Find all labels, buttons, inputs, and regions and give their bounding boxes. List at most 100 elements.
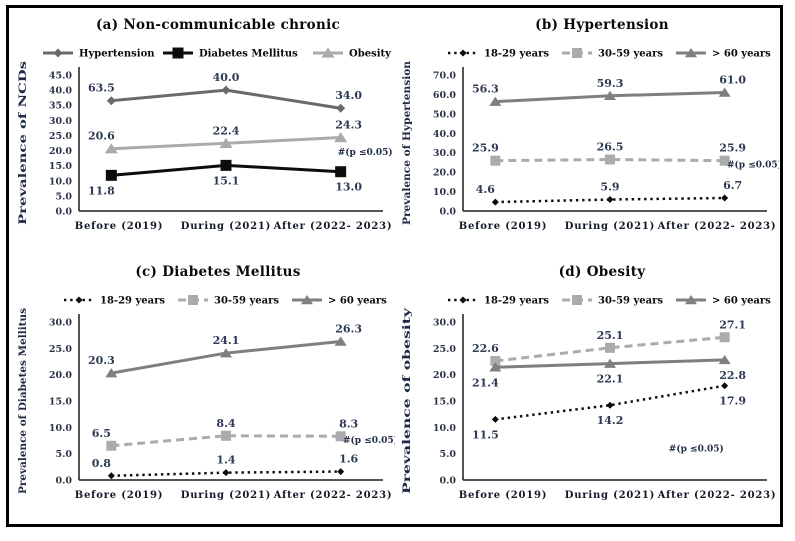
svg-text:15.0: 15.0 [433,397,457,408]
svg-text:#(p ≤0.05): #(p ≤0.05) [338,147,393,158]
svg-text:30.0: 30.0 [433,148,457,159]
svg-text:56.3: 56.3 [472,83,499,96]
svg-text:14.2: 14.2 [597,414,624,427]
svg-text:10.0: 10.0 [433,423,457,434]
panels-grid: (a) Non-communicable chronic 0.0 5.0 10.0 1… [9,8,780,523]
svg-text:During (2021): During (2021) [181,490,271,501]
svg-text:40.0: 40.0 [213,71,240,84]
svg-text:30.0: 30.0 [49,116,73,127]
svg-text:0.8: 0.8 [92,457,111,470]
svg-text:25.9: 25.9 [472,142,499,155]
chart-canvas-c: 0.0 5.0 10.0 15.0 20.0 25.0 30.0 Prevalence of … [18,295,395,501]
svg-text:30-59 years: 30-59 years [214,296,279,307]
figure-frame: (a) Non-communicable chronic 0.0 5.0 10.0 1… [6,5,783,527]
svg-text:20.3: 20.3 [88,354,115,367]
svg-text:Prevalence of Diabetes Mellit: Prevalence of Diabetes Mellitus [18,308,29,494]
svg-text:25.9: 25.9 [719,142,746,155]
panel-title-d: (d) Obesity [558,264,646,280]
svg-text:During (2021): During (2021) [565,490,655,501]
svg-text:34.0: 34.0 [335,89,362,102]
svg-text:18-29 years: 18-29 years [100,296,165,307]
panel-title-c: (c) Diabetes Mellitus [135,264,301,280]
svg-text:#(p ≤0.05): #(p ≤0.05) [727,159,779,170]
svg-text:22.1: 22.1 [597,373,624,386]
svg-text:15.0: 15.0 [49,397,73,408]
panel-title-b: (b) Hypertension [535,17,669,33]
svg-text:24.3: 24.3 [335,119,362,132]
svg-text:Prevalence of Hypertension: Prevalence of Hypertension [402,60,413,225]
chart-canvas-a: 0.0 5.0 10.0 15.0 20.0 25.0 30.0 35.0 40.0 45.0 Pr… [18,47,393,232]
svg-text:6.7: 6.7 [723,179,742,192]
svg-text:11.8: 11.8 [88,184,115,197]
svg-text:13.0: 13.0 [335,181,362,194]
svg-text:5.0: 5.0 [55,191,72,202]
svg-text:0.0: 0.0 [55,476,72,487]
svg-text:24.1: 24.1 [213,334,240,347]
svg-text:17.9: 17.9 [719,395,746,408]
svg-text:20.6: 20.6 [88,130,115,143]
svg-text:25.1: 25.1 [597,329,624,342]
svg-text:20.0: 20.0 [49,146,73,157]
svg-text:8.4: 8.4 [216,417,235,430]
panel-d: (d) Obesity 0.0 5.0 10.0 15.0 20.0 25.0 30.0 Pr… [395,256,779,522]
svg-text:59.3: 59.3 [597,77,624,90]
svg-text:8.3: 8.3 [339,417,358,430]
svg-text:20.0: 20.0 [433,370,457,381]
svg-text:61.0: 61.0 [719,73,746,86]
panel-a: (a) Non-communicable chronic 0.0 5.0 10.0 1… [11,9,395,256]
svg-text:63.5: 63.5 [88,82,115,95]
svg-text:1.4: 1.4 [216,454,235,467]
svg-text:10.0: 10.0 [49,176,73,187]
svg-text:30-59 years: 30-59 years [598,296,663,307]
svg-text:30.0: 30.0 [49,318,73,329]
svg-text:60.0: 60.0 [433,90,457,101]
chart-canvas-d: 0.0 5.0 10.0 15.0 20.0 25.0 30.0 Prevalence of … [402,295,777,501]
svg-text:18-29 years: 18-29 years [484,296,549,307]
svg-text:11.5: 11.5 [472,428,499,441]
svg-text:Before (2019): Before (2019) [459,490,548,501]
svg-text:26.3: 26.3 [335,322,362,335]
svg-text:20.0: 20.0 [433,168,457,179]
svg-text:0.0: 0.0 [439,476,456,487]
svg-text:After (2022- 2023): After (2022- 2023) [273,221,393,232]
svg-text:#(p ≤0.05): #(p ≤0.05) [669,444,724,455]
svg-text:0.0: 0.0 [439,207,456,218]
svg-text:30-59 years: 30-59 years [598,49,663,60]
svg-text:26.5: 26.5 [597,141,624,154]
svg-text:21.4: 21.4 [472,376,499,389]
svg-text:10.0: 10.0 [433,187,457,198]
svg-text:15.0: 15.0 [49,161,73,172]
svg-text:Obesity: Obesity [349,49,392,60]
svg-text:After (2022- 2023): After (2022- 2023) [657,221,777,232]
svg-text:50.0: 50.0 [433,109,457,120]
svg-text:> 60 years: > 60 years [712,296,771,307]
svg-text:Hypertension: Hypertension [79,49,155,60]
svg-text:22.4: 22.4 [213,124,240,137]
svg-text:18-29 years: 18-29 years [484,49,549,60]
svg-text:After (2022- 2023): After (2022- 2023) [657,490,777,501]
svg-text:25.0: 25.0 [49,344,73,355]
svg-text:Prevalence of NCDs: Prevalence of NCDs [18,60,29,225]
svg-text:25.0: 25.0 [433,344,457,355]
svg-text:22.8: 22.8 [719,369,746,382]
svg-text:40.0: 40.0 [433,129,457,140]
svg-text:20.0: 20.0 [49,370,73,381]
svg-text:35.0: 35.0 [49,101,73,112]
svg-text:5.9: 5.9 [600,181,619,194]
svg-text:1.6: 1.6 [339,453,358,466]
svg-text:5.0: 5.0 [439,449,456,460]
svg-text:27.1: 27.1 [719,318,746,331]
svg-text:During (2021): During (2021) [181,221,271,232]
svg-text:6.5: 6.5 [92,427,111,440]
svg-text:5.0: 5.0 [55,449,72,460]
svg-text:4.6: 4.6 [476,183,495,196]
svg-text:Before (2019): Before (2019) [459,221,548,232]
svg-text:After (2022- 2023): After (2022- 2023) [273,490,393,501]
svg-text:25.0: 25.0 [49,131,73,142]
chart-canvas-b: 0.0 10.0 20.0 30.0 40.0 50.0 60.0 70.0 Prevalenc… [402,48,779,232]
svg-text:#(p ≤0.05): #(p ≤0.05) [343,435,395,446]
svg-text:0.0: 0.0 [55,207,72,218]
svg-text:During (2021): During (2021) [565,221,655,232]
svg-text:10.0: 10.0 [49,423,73,434]
panel-b: (b) Hypertension 0.0 10.0 20.0 30.0 40.0 50.0… [395,9,779,256]
